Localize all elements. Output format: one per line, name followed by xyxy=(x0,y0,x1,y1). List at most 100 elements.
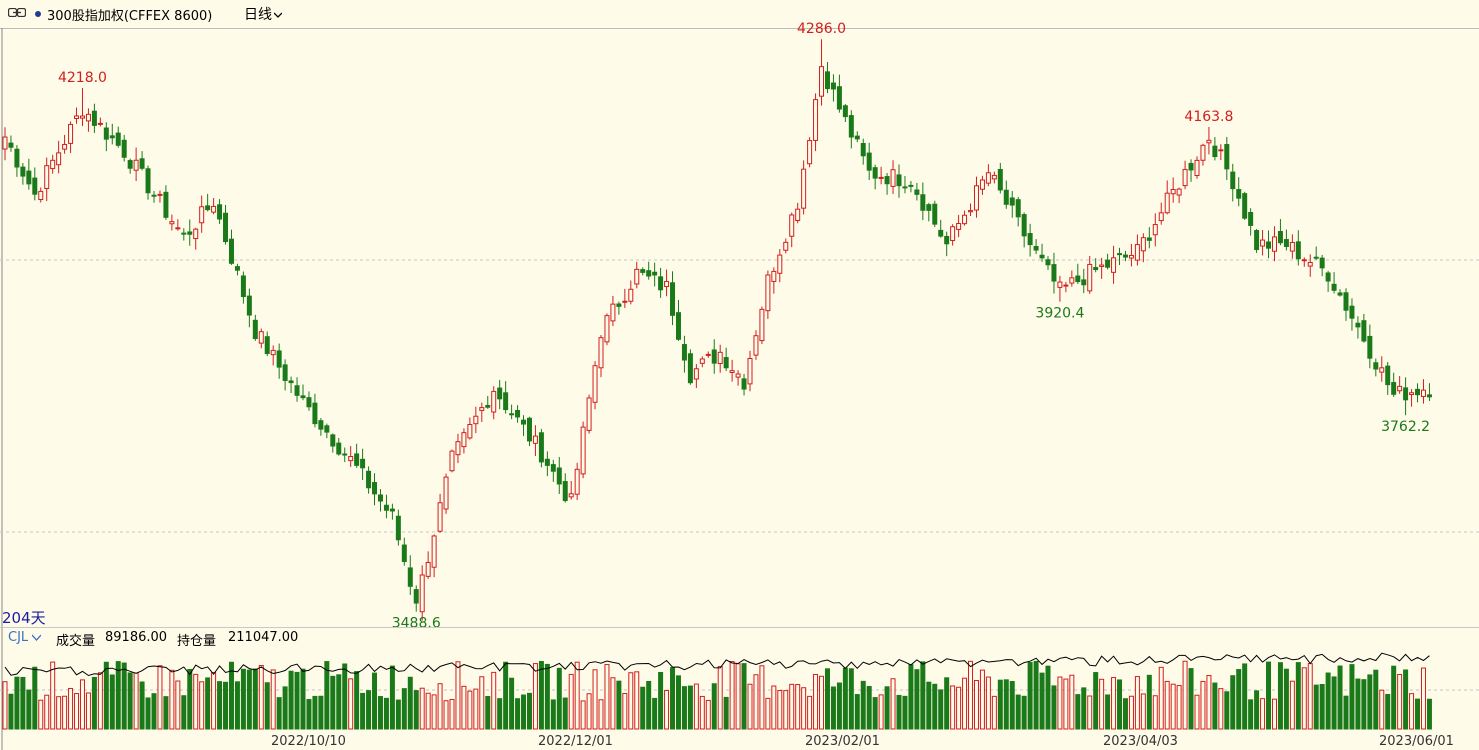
candle-body xyxy=(1325,272,1331,282)
candle-body xyxy=(97,122,103,125)
volume-bar xyxy=(1063,678,1069,730)
candle-body xyxy=(640,269,646,273)
candle-body xyxy=(74,115,80,119)
volume-bar xyxy=(1039,672,1045,730)
volume-bar xyxy=(1337,665,1343,730)
candle-body xyxy=(842,105,848,118)
volume-bar xyxy=(1087,695,1093,730)
volume-bar xyxy=(586,693,592,730)
link-icon[interactable] xyxy=(8,8,26,17)
volume-bar xyxy=(604,664,610,730)
candle-body xyxy=(1045,259,1051,266)
candle-body xyxy=(1420,389,1426,397)
volume-bar xyxy=(890,678,896,730)
volume-bar xyxy=(258,664,264,730)
candle-body xyxy=(729,370,735,373)
candle-body xyxy=(419,574,425,613)
candle-body xyxy=(169,221,175,225)
volume-bar xyxy=(336,674,342,730)
volume-bar xyxy=(1057,676,1063,730)
volume-bar xyxy=(628,672,634,730)
candle-body xyxy=(1301,259,1307,262)
date-label: 2023/06/01 xyxy=(1379,734,1454,749)
volume-bar xyxy=(1295,662,1301,730)
volume-bar xyxy=(765,697,771,730)
candle-body xyxy=(509,413,515,416)
volume-bar xyxy=(1391,665,1397,730)
candle-body xyxy=(532,435,538,444)
candle-body xyxy=(336,442,342,455)
candle-body xyxy=(324,425,330,433)
volume-bar xyxy=(1099,678,1105,730)
candle-body xyxy=(592,365,598,403)
candle-body xyxy=(139,158,145,169)
candle-body xyxy=(461,432,467,448)
candle-body xyxy=(157,193,163,196)
candle-body xyxy=(962,214,968,225)
period-dropdown[interactable]: 日线 xyxy=(244,4,282,24)
volume-bar xyxy=(228,661,234,730)
candle-body xyxy=(956,223,962,230)
candle-body xyxy=(741,378,747,390)
candle-body xyxy=(1277,231,1283,244)
candle-body xyxy=(205,205,211,211)
volume-bar xyxy=(705,699,711,730)
candle-body xyxy=(693,368,699,380)
indicator-dropdown[interactable]: CJL xyxy=(8,630,42,645)
candle-body xyxy=(467,424,473,439)
volume-bar xyxy=(330,675,336,730)
candle-body xyxy=(1337,292,1343,296)
candle-body xyxy=(1355,322,1361,328)
candle-body xyxy=(705,353,711,356)
candle-body xyxy=(544,458,550,466)
candle-body xyxy=(813,99,819,141)
volume-bar xyxy=(503,661,509,730)
candle-body xyxy=(217,204,223,220)
volume-bar xyxy=(1105,694,1111,730)
volume-bar xyxy=(1266,661,1272,730)
volume-bar xyxy=(1307,663,1313,730)
candle-body xyxy=(485,404,491,408)
volume-bar xyxy=(1182,660,1188,730)
candle-body xyxy=(85,113,91,122)
volume-bar xyxy=(223,681,229,730)
candle-body xyxy=(1248,211,1254,226)
candle-body xyxy=(1224,144,1230,170)
volume-bar xyxy=(819,675,825,730)
volume-bar xyxy=(771,685,777,730)
volume-bar xyxy=(699,695,705,730)
volume-bar xyxy=(449,698,455,730)
candle-body xyxy=(473,415,479,425)
candle-body xyxy=(628,288,634,302)
candle-body xyxy=(1093,267,1099,271)
candle-body xyxy=(717,351,723,365)
volume-bar xyxy=(1397,673,1403,730)
candle-body xyxy=(521,419,527,425)
volume-bar xyxy=(878,694,884,730)
volume-bar xyxy=(360,692,366,730)
volume-bar xyxy=(908,664,914,730)
candle-body xyxy=(1152,224,1158,236)
candle-body xyxy=(1415,388,1421,396)
volume-bar xyxy=(979,669,985,730)
volume-bar xyxy=(753,674,759,730)
volume-bar xyxy=(1271,698,1277,730)
volume-bar xyxy=(950,685,956,730)
volume-bar xyxy=(574,661,580,730)
candle-body xyxy=(1063,284,1069,287)
volume-bar xyxy=(461,685,467,730)
candle-body xyxy=(1254,230,1260,251)
price-annotation: 4286.0 xyxy=(797,21,846,37)
volume-bar xyxy=(1242,663,1248,730)
volume-bar xyxy=(62,695,68,730)
candle-body xyxy=(1009,197,1015,206)
volume-bar xyxy=(1289,680,1295,730)
volume-bar xyxy=(270,669,276,730)
volume-bar xyxy=(1117,679,1123,730)
volume-bar xyxy=(1134,676,1140,730)
candle-body xyxy=(366,470,372,489)
volume-bar xyxy=(74,693,80,730)
candle-body xyxy=(258,331,264,344)
volume-bar xyxy=(1140,693,1146,730)
volume-bar xyxy=(187,668,193,730)
